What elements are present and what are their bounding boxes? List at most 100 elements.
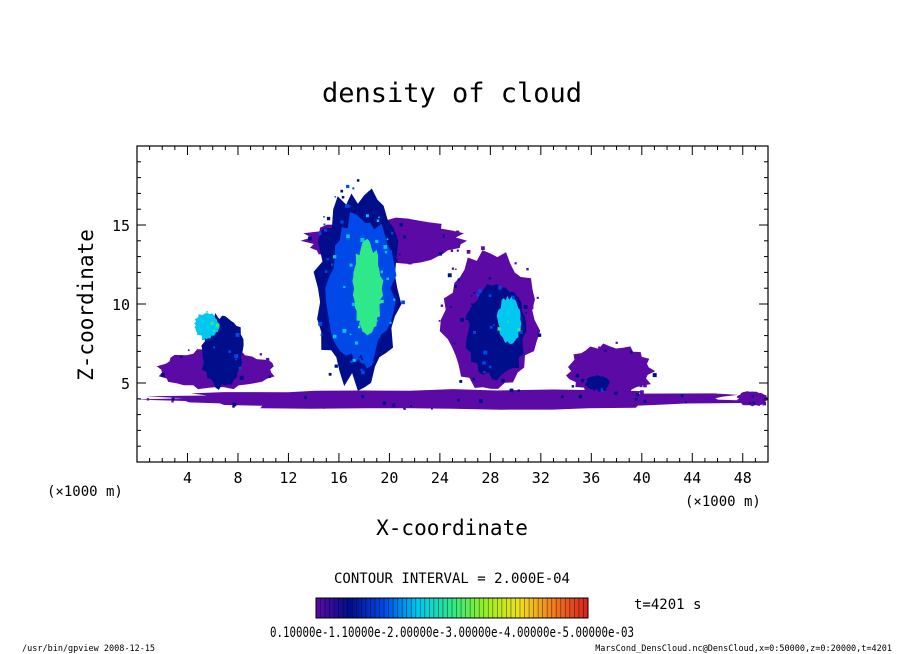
cloud-speckle (450, 249, 454, 252)
x-axis-unit: (×1000 m) (685, 494, 761, 510)
chart-title: density of cloud (322, 78, 582, 109)
cloud-speckle (560, 395, 564, 399)
cloud-speckle (636, 393, 640, 397)
cloud-speckle (604, 349, 607, 352)
cloud-speckle (401, 300, 405, 305)
cloud-speckle (395, 259, 398, 262)
cloud-speckle (359, 360, 363, 363)
cloud-speckle (232, 402, 237, 407)
cloud-speckle (266, 393, 269, 397)
cloud-speckle (331, 263, 334, 266)
cloud-speckle (320, 333, 323, 336)
cloud-speckle (356, 179, 360, 182)
cloud-speckle (509, 330, 513, 334)
cloud-speckle (639, 384, 643, 388)
cloud-speckle (361, 360, 365, 364)
cloud-speckle (389, 321, 392, 324)
cloud-speckle (251, 380, 255, 383)
cloud-speckle (517, 389, 520, 392)
cloud-speckle (228, 350, 231, 353)
cloud-speckle (231, 374, 234, 377)
cloud-speckle (318, 321, 323, 326)
cloud-speckle (187, 379, 190, 382)
cloud-speckle (380, 270, 383, 274)
cloud-speckle (619, 390, 623, 394)
cloud-speckle (579, 404, 582, 407)
cloud-speckle (351, 302, 355, 306)
cloud-speckle (457, 278, 461, 281)
y-axis-ticks: 5 10 15 (112, 161, 768, 447)
cloud-speckle (345, 204, 349, 208)
cloud-speckle (213, 329, 216, 332)
x-tick-label: 44 (683, 469, 701, 487)
cloud-speckle (210, 321, 214, 325)
cloud-speckle (239, 375, 244, 380)
cloud-speckle (459, 380, 463, 383)
cloud-speckle (340, 220, 344, 224)
cloud-speckle (258, 393, 261, 396)
cloud-speckle (482, 361, 486, 365)
cloud-speckle (318, 232, 322, 235)
time-label: t=4201 s (634, 597, 701, 613)
cloud-speckle (507, 320, 509, 323)
cloud-speckle (567, 394, 572, 399)
cloud-speckle (519, 330, 523, 334)
cloud-speckle (374, 270, 377, 273)
x-tick-label: 20 (380, 469, 398, 487)
cloud-speckle (451, 267, 455, 270)
cloud-speckle (345, 241, 348, 244)
cloud-speckle (334, 364, 338, 368)
colorbar-labels: 0.10000e-1.10000e-2.00000e-3.00000e-4.00… (270, 625, 634, 641)
cloud-speckle (454, 285, 458, 288)
cloud-speckle (445, 234, 449, 239)
cloud-speckle (473, 292, 476, 294)
cloud-speckle (417, 402, 420, 405)
cloud-speckle (214, 347, 218, 351)
cloud-speckle (501, 274, 505, 278)
colorbar (315, 597, 589, 619)
cloud-speckle (596, 368, 599, 371)
cloud-speckle (536, 296, 539, 299)
x-tick-label: 4 (183, 469, 192, 487)
cloud-speckle (329, 234, 332, 237)
cloud-speckle (652, 373, 657, 378)
cloud-speckle (608, 389, 612, 393)
cloud-speckle (361, 370, 365, 375)
contour-interval: CONTOUR INTERVAL = 2.000E-04 (334, 571, 570, 587)
cloud-speckle (489, 325, 493, 329)
cloud-speckle (384, 251, 388, 254)
cloud-speckle (529, 330, 534, 334)
cloud-speckle (234, 354, 239, 359)
cloud-speckle (571, 385, 575, 388)
cloud-speckle (643, 399, 647, 403)
cloud-speckle (508, 349, 512, 353)
cloud-speckle (403, 235, 407, 239)
cloud-speckle (598, 346, 601, 349)
cloud-speckle (625, 390, 628, 393)
cloud-speckle (350, 360, 353, 364)
cloud-speckle (348, 205, 351, 208)
cloud-speckle (593, 389, 595, 391)
cloud-speckle (379, 219, 382, 222)
y-tick-label: 5 (121, 375, 130, 393)
plot-area (137, 179, 768, 410)
cloud-speckle (597, 383, 602, 388)
cloud-speckle (640, 390, 644, 394)
y-axis-label: Z-coordinate (74, 229, 98, 381)
cloud-speckle (214, 372, 217, 374)
cloud-speckle (453, 342, 456, 345)
cloud-speckle (412, 236, 415, 240)
cloud-speckle (466, 250, 471, 254)
cloud-speckle (471, 303, 473, 305)
cloud-speckle (526, 268, 529, 271)
cloud-speckle (537, 333, 542, 337)
cloud-speckle (483, 371, 486, 374)
cloud-speckle (617, 357, 620, 360)
cloud-speckle (634, 398, 638, 401)
cloud-speckle (481, 246, 485, 250)
cloud-speckle (615, 341, 618, 344)
cloud-speckle (358, 357, 362, 361)
cloud-speckle (488, 277, 491, 280)
cloud-speckle (523, 305, 528, 309)
cloud-speckle (215, 323, 220, 328)
